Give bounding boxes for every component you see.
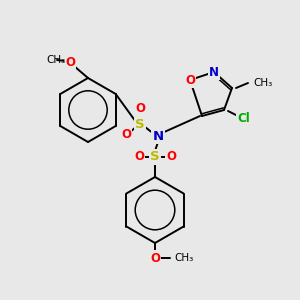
Text: N: N [152, 130, 164, 142]
Text: O: O [150, 251, 160, 265]
Text: O: O [185, 74, 195, 86]
Text: O: O [65, 56, 75, 68]
Text: CH₃: CH₃ [46, 55, 65, 65]
Text: CH₃: CH₃ [253, 78, 272, 88]
Text: N: N [209, 65, 219, 79]
Text: S: S [150, 151, 160, 164]
Text: O: O [135, 101, 145, 115]
Text: CH₃: CH₃ [174, 253, 193, 263]
Text: O: O [166, 151, 176, 164]
Text: O: O [134, 151, 144, 164]
Text: S: S [135, 118, 145, 130]
Text: Cl: Cl [238, 112, 250, 124]
Text: O: O [121, 128, 131, 142]
